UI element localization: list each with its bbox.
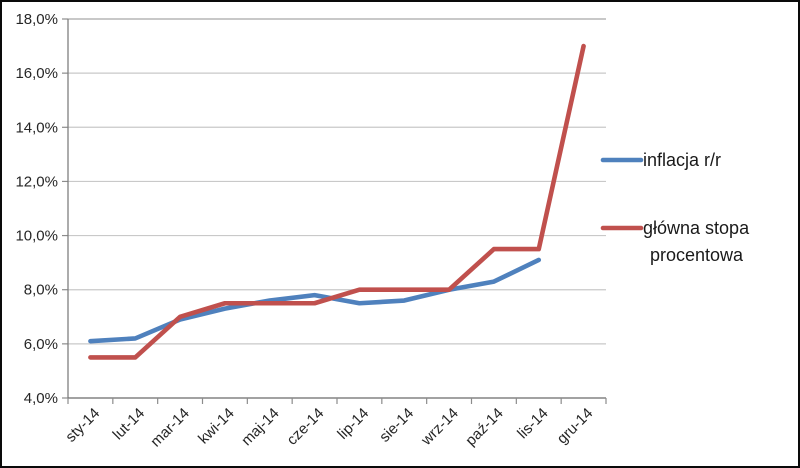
- series-stopa-line: [88, 43, 586, 360]
- x-tick-label: lis-14: [514, 405, 551, 442]
- y-tick-label: 10,0%: [15, 228, 58, 245]
- y-tick-label: 14,0%: [15, 119, 58, 136]
- x-tick-label: maj-14: [238, 405, 282, 449]
- legend-label: inflacja r/r: [643, 150, 721, 170]
- y-tick-label: 16,0%: [15, 65, 58, 82]
- x-tick-label: kwi-14: [195, 405, 238, 448]
- x-tick-label: sie-14: [376, 405, 417, 446]
- y-tick-label: 6,0%: [24, 336, 58, 353]
- y-tick-label: 18,0%: [15, 11, 58, 28]
- series-inflacja-line: [88, 257, 542, 344]
- x-tick-label: cze-14: [284, 405, 328, 449]
- legend-label: procentowa: [650, 245, 744, 265]
- x-tick-label: wrz-14: [417, 405, 462, 450]
- x-tick-label: lut-14: [110, 405, 149, 444]
- y-tick-label: 8,0%: [24, 282, 58, 299]
- x-tick-label: lip-14: [334, 405, 372, 443]
- y-tick-label: 12,0%: [15, 173, 58, 190]
- x-tick-label: paź-14: [462, 405, 506, 449]
- y-tick-label: 4,0%: [24, 390, 58, 407]
- x-tick-label: sty-14: [62, 405, 103, 446]
- x-tick-label: gru-14: [554, 405, 597, 448]
- legend-label: główna stopa: [643, 218, 750, 238]
- x-tick-label: mar-14: [147, 405, 193, 451]
